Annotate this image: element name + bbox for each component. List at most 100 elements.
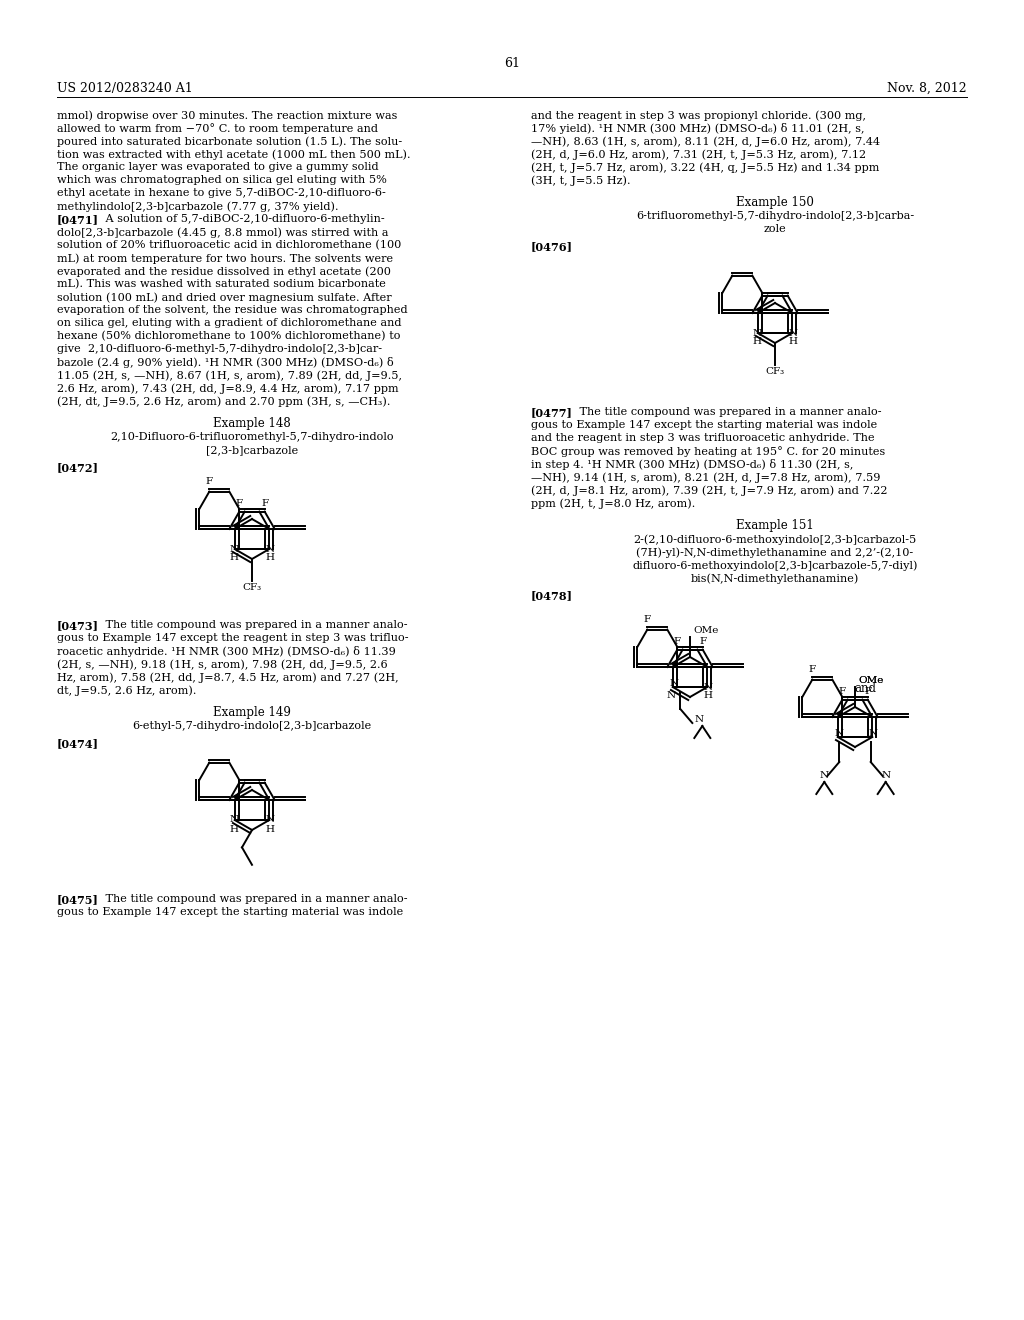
Text: OMe: OMe [858,676,884,685]
Text: H: H [229,553,239,562]
Text: F: F [839,686,846,696]
Text: 6-trifluoromethyl-5,7-dihydro-indolo[2,3-b]carba-: 6-trifluoromethyl-5,7-dihydro-indolo[2,3… [636,211,914,220]
Text: Hz, arom), 7.58 (2H, dd, J=8.7, 4.5 Hz, arom) and 7.27 (2H,: Hz, arom), 7.58 (2H, dd, J=8.7, 4.5 Hz, … [57,672,398,682]
Text: Example 151: Example 151 [736,519,814,532]
Text: N: N [265,544,274,553]
Text: (3H, t, J=5.5 Hz).: (3H, t, J=5.5 Hz). [531,176,631,186]
Text: (2H, s, —NH), 9.18 (1H, s, arom), 7.98 (2H, dd, J=9.5, 2.6: (2H, s, —NH), 9.18 (1H, s, arom), 7.98 (… [57,659,388,669]
Text: which was chromatographed on silica gel eluting with 5%: which was chromatographed on silica gel … [57,176,387,185]
Text: US 2012/0283240 A1: US 2012/0283240 A1 [57,82,193,95]
Text: bis(N,N-dimethylethanamine): bis(N,N-dimethylethanamine) [691,573,859,583]
Text: A solution of 5,7-diBOC-2,10-difluoro-6-methylin-: A solution of 5,7-diBOC-2,10-difluoro-6-… [91,214,385,224]
Text: gous to Example 147 except the reagent in step 3 was trifluo-: gous to Example 147 except the reagent i… [57,634,409,643]
Text: evaporated and the residue dissolved in ethyl acetate (200: evaporated and the residue dissolved in … [57,267,391,277]
Text: (2H, d, J=8.1 Hz, arom), 7.39 (2H, t, J=7.9 Hz, arom) and 7.22: (2H, d, J=8.1 Hz, arom), 7.39 (2H, t, J=… [531,484,888,495]
Text: bazole (2.4 g, 90% yield). ¹H NMR (300 MHz) (DMSO-d₆) δ: bazole (2.4 g, 90% yield). ¹H NMR (300 M… [57,356,394,368]
Text: evaporation of the solvent, the residue was chromatographed: evaporation of the solvent, the residue … [57,305,408,315]
Text: in step 4. ¹H NMR (300 MHz) (DMSO-d₆) δ 11.30 (2H, s,: in step 4. ¹H NMR (300 MHz) (DMSO-d₆) δ … [531,459,853,470]
Text: 2-(2,10-difluoro-6-methoxyindolo[2,3-b]carbazol-5: 2-(2,10-difluoro-6-methoxyindolo[2,3-b]c… [634,535,916,545]
Text: [0477]: [0477] [531,407,572,418]
Text: F: F [236,499,243,508]
Text: CF₃: CF₃ [765,367,784,376]
Text: F: F [809,664,816,673]
Text: [0475]: [0475] [57,894,99,906]
Text: [0474]: [0474] [57,738,99,748]
Text: and the reagent in step 3 was trifluoroacetic anhydride. The: and the reagent in step 3 was trifluoroa… [531,433,874,444]
Text: gous to Example 147 except the starting material was indole: gous to Example 147 except the starting … [531,420,878,430]
Text: (2H, t, J=5.7 Hz, arom), 3.22 (4H, q, J=5.5 Hz) and 1.34 ppm: (2H, t, J=5.7 Hz, arom), 3.22 (4H, q, J=… [531,162,880,173]
Text: CF₃: CF₃ [243,583,261,591]
Text: Example 149: Example 149 [213,706,291,719]
Text: F: F [674,636,681,645]
Text: ethyl acetate in hexane to give 5,7-diBOC-2,10-difluoro-6-: ethyl acetate in hexane to give 5,7-diBO… [57,187,386,198]
Text: [0471]: [0471] [57,214,99,224]
Text: N: N [753,329,761,338]
Text: BOC group was removed by heating at 195° C. for 20 minutes: BOC group was removed by heating at 195°… [531,446,886,457]
Text: H: H [265,825,274,833]
Text: [0476]: [0476] [531,242,573,252]
Text: mmol) dropwise over 30 minutes. The reaction mixture was: mmol) dropwise over 30 minutes. The reac… [57,110,397,120]
Text: [2,3-b]carbazole: [2,3-b]carbazole [206,445,298,455]
Text: difluoro-6-methoxyindolo[2,3-b]carbazole-5,7-diyl): difluoro-6-methoxyindolo[2,3-b]carbazole… [632,560,918,570]
Text: hexane (50% dichloromethane to 100% dichloromethane) to: hexane (50% dichloromethane to 100% dich… [57,331,400,342]
Text: Nov. 8, 2012: Nov. 8, 2012 [888,82,967,95]
Text: gous to Example 147 except the starting material was indole: gous to Example 147 except the starting … [57,907,403,917]
Text: N: N [229,816,239,825]
Text: F: F [864,686,871,696]
Text: Example 150: Example 150 [736,195,814,209]
Text: The title compound was prepared in a manner analo-: The title compound was prepared in a man… [565,407,882,417]
Text: [0473]: [0473] [57,620,99,631]
Text: 61: 61 [504,57,520,70]
Text: poured into saturated bicarbonate solution (1.5 L). The solu-: poured into saturated bicarbonate soluti… [57,136,402,147]
Text: H: H [703,692,713,701]
Text: F: F [261,499,268,508]
Text: N: N [670,678,678,688]
Text: N: N [788,329,798,338]
Text: N: N [229,544,239,553]
Text: 2,10-Difluoro-6-trifluoromethyl-5,7-dihydro-indolo: 2,10-Difluoro-6-trifluoromethyl-5,7-dihy… [111,432,394,442]
Text: H: H [229,825,239,833]
Text: 17% yield). ¹H NMR (300 MHz) (DMSO-d₆) δ 11.01 (2H, s,: 17% yield). ¹H NMR (300 MHz) (DMSO-d₆) δ… [531,123,864,135]
Text: F: F [206,477,213,486]
Text: N: N [667,690,675,700]
Text: ppm (2H, t, J=8.0 Hz, arom).: ppm (2H, t, J=8.0 Hz, arom). [531,498,695,508]
Text: OMe: OMe [858,676,884,685]
Text: F: F [699,636,707,645]
Text: [0472]: [0472] [57,462,99,473]
Text: N: N [265,816,274,825]
Text: dolo[2,3-b]carbazole (4.45 g, 8.8 mmol) was stirred with a: dolo[2,3-b]carbazole (4.45 g, 8.8 mmol) … [57,227,388,238]
Text: (2H, dt, J=9.5, 2.6 Hz, arom) and 2.70 ppm (3H, s, —CH₃).: (2H, dt, J=9.5, 2.6 Hz, arom) and 2.70 p… [57,396,390,407]
Text: F: F [644,615,651,623]
Text: N: N [694,714,703,723]
Text: 2.6 Hz, arom), 7.43 (2H, dd, J=8.9, 4.4 Hz, arom), 7.17 ppm: 2.6 Hz, arom), 7.43 (2H, dd, J=8.9, 4.4 … [57,383,398,393]
Text: give  2,10-difluoro-6-methyl-5,7-dihydro-indolo[2,3-b]car-: give 2,10-difluoro-6-methyl-5,7-dihydro-… [57,345,382,354]
Text: The title compound was prepared in a manner analo-: The title compound was prepared in a man… [91,620,408,630]
Text: dt, J=9.5, 2.6 Hz, arom).: dt, J=9.5, 2.6 Hz, arom). [57,685,197,696]
Text: solution of 20% trifluoroacetic acid in dichloromethane (100: solution of 20% trifluoroacetic acid in … [57,240,401,251]
Text: [0478]: [0478] [531,590,573,601]
Text: N: N [820,771,828,780]
Text: 11.05 (2H, s, —NH), 8.67 (1H, s, arom), 7.89 (2H, dd, J=9.5,: 11.05 (2H, s, —NH), 8.67 (1H, s, arom), … [57,370,402,380]
Text: N: N [881,771,890,780]
Text: mL). This was washed with saturated sodium bicarbonate: mL). This was washed with saturated sodi… [57,279,386,289]
Text: roacetic anhydride. ¹H NMR (300 MHz) (DMSO-d₆) δ 11.39: roacetic anhydride. ¹H NMR (300 MHz) (DM… [57,645,396,657]
Text: N: N [868,729,878,738]
Text: —NH), 8.63 (1H, s, arom), 8.11 (2H, d, J=6.0 Hz, arom), 7.44: —NH), 8.63 (1H, s, arom), 8.11 (2H, d, J… [531,136,880,147]
Text: OMe: OMe [693,626,719,635]
Text: H: H [265,553,274,562]
Text: —NH), 9.14 (1H, s, arom), 8.21 (2H, d, J=7.8 Hz, arom), 7.59: —NH), 9.14 (1H, s, arom), 8.21 (2H, d, J… [531,473,881,483]
Text: mL) at room temperature for two hours. The solvents were: mL) at room temperature for two hours. T… [57,253,393,264]
Text: and the reagent in step 3 was propionyl chloride. (300 mg,: and the reagent in step 3 was propionyl … [531,110,866,120]
Text: N: N [703,682,713,692]
Text: solution (100 mL) and dried over magnesium sulfate. After: solution (100 mL) and dried over magnesi… [57,292,391,302]
Text: 6-ethyl-5,7-dihydro-indolo[2,3-b]carbazole: 6-ethyl-5,7-dihydro-indolo[2,3-b]carbazo… [132,721,372,731]
Text: The organic layer was evaporated to give a gummy solid: The organic layer was evaporated to give… [57,162,379,172]
Text: H: H [753,338,761,346]
Text: H: H [788,338,798,346]
Text: and: and [854,682,876,696]
Text: Example 148: Example 148 [213,417,291,430]
Text: N: N [835,729,844,738]
Text: on silica gel, eluting with a gradient of dichloromethane and: on silica gel, eluting with a gradient o… [57,318,401,327]
Text: (2H, d, J=6.0 Hz, arom), 7.31 (2H, t, J=5.3 Hz, arom), 7.12: (2H, d, J=6.0 Hz, arom), 7.31 (2H, t, J=… [531,149,866,160]
Text: The title compound was prepared in a manner analo-: The title compound was prepared in a man… [91,894,408,904]
